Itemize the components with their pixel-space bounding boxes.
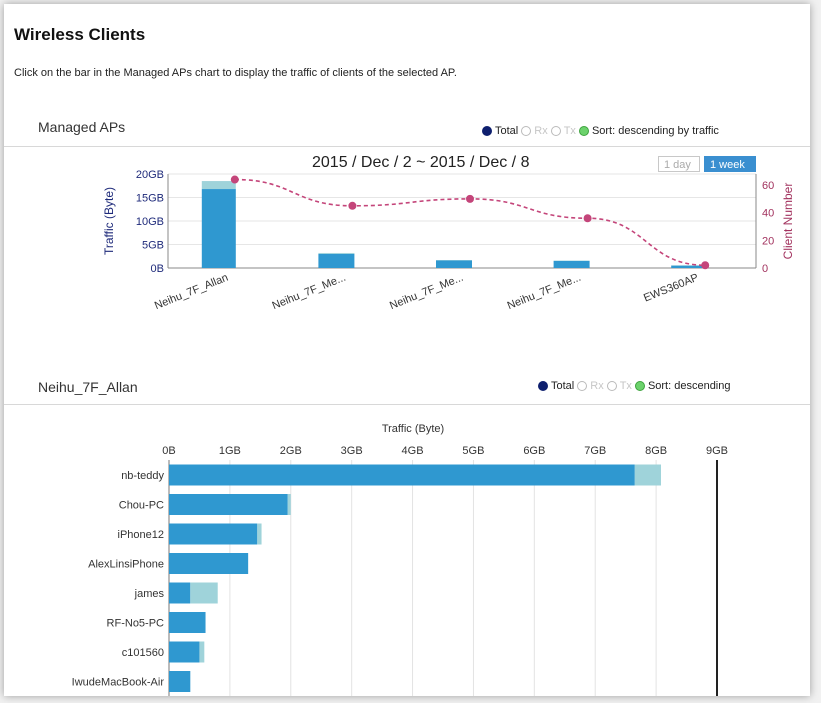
tx-dot-icon[interactable] (606, 381, 617, 391)
total-dot-icon[interactable] (482, 126, 492, 136)
sort-dot-icon[interactable] (578, 126, 589, 136)
ap-bar-tx[interactable] (318, 252, 355, 254)
client-bar-rx[interactable] (169, 612, 206, 633)
legend-sort-label[interactable]: Sort: descending by traffic (591, 125, 719, 137)
legend-rx-label[interactable]: Rx (590, 380, 604, 392)
x-tick-label: 0B (162, 445, 175, 457)
client-bar-rx[interactable] (169, 464, 635, 486)
y-tick-label: 5GB (142, 240, 164, 252)
client-name-label: c101560 (122, 647, 164, 659)
client-number-point[interactable] (348, 201, 357, 210)
legend-tx-label[interactable]: Tx (619, 380, 632, 392)
one-week-button[interactable]: 1 week (704, 156, 756, 172)
clients-legend: Total Rx Tx Sort: descending (538, 380, 731, 392)
client-name-label: RF-No5-PC (107, 618, 165, 630)
managed-aps-legend: Total Rx Tx Sort: descending by traffic (482, 125, 719, 137)
clients-divider (4, 404, 810, 405)
managed-aps-title: Managed APs (38, 119, 126, 135)
x-tick-label: 6GB (523, 445, 545, 457)
date-range-title: 2015 / Dec / 2 ~ 2015 / Dec / 8 (312, 154, 530, 171)
y-tick-label: 15GB (136, 193, 164, 205)
rx-dot-icon[interactable] (577, 381, 588, 391)
client-traffic-chart: Traffic (Byte) 0B 1GB 2GB 3GB 4GB 5GB 6GB 7GB 8GB… (72, 423, 728, 696)
client-name-label: iPhone12 (118, 529, 165, 541)
x-tick-label: 1GB (219, 445, 241, 457)
y-tick-label: 10GB (136, 216, 164, 228)
client-number-point[interactable] (701, 261, 710, 270)
y-tick-label: 20GB (136, 169, 164, 181)
y2-tick-label: 20 (762, 235, 774, 247)
legend-rx-label[interactable]: Rx (534, 125, 548, 137)
ap-bar-rx[interactable] (318, 253, 355, 268)
ap-bar-rx[interactable] (201, 189, 236, 268)
ap-bar-rx[interactable] (553, 260, 590, 268)
y2-axis-title: Client Number (781, 183, 795, 260)
client-bar-tx[interactable] (634, 464, 661, 486)
one-day-button[interactable]: 1 day (658, 156, 700, 172)
client-bar-tx[interactable] (287, 494, 291, 515)
client-name-label: IwudeMacBook-Air (72, 677, 165, 689)
x-tick-label: 4GB (402, 445, 424, 457)
client-number-point[interactable] (230, 175, 239, 184)
x-tick-label: 5GB (462, 445, 484, 457)
client-name-label: AlexLinsiPhone (88, 559, 164, 571)
client-name-label: james (134, 588, 165, 600)
rx-dot-icon[interactable] (521, 126, 532, 136)
client-name-label: Chou-PC (119, 500, 164, 512)
clients-section-title: Neihu_7F_Allan (38, 379, 138, 395)
client-bar-rx[interactable] (169, 671, 191, 692)
x-tick-label: 7GB (584, 445, 606, 457)
y2-tick-label: 60 (762, 180, 774, 192)
managed-aps-divider (4, 146, 810, 147)
client-name-label: nb-teddy (121, 470, 164, 482)
sort-dot-icon[interactable] (634, 381, 645, 391)
legend-total-label[interactable]: Total (551, 380, 575, 392)
client-bar-tx[interactable] (190, 582, 218, 604)
page-title: Wireless Clients (14, 25, 146, 44)
legend-sort-label[interactable]: Sort: descending (647, 380, 731, 392)
legend-total-label[interactable]: Total (495, 125, 519, 137)
managed-aps-chart: 0B 5GB 10GB 15GB 20GB 0 20 40 60 Traffic (Byte) Cl… (102, 169, 795, 312)
instruction-text: Click on the bar in the Managed APs char… (14, 67, 457, 79)
y-axis-title: Traffic (Byte) (102, 187, 116, 255)
client-bar-rx[interactable] (169, 582, 191, 604)
y2-tick-label: 0 (762, 263, 768, 275)
x-axis-title: Traffic (Byte) (382, 423, 444, 435)
ap-bar-rx[interactable] (671, 265, 708, 268)
client-bar-tx[interactable] (199, 641, 205, 663)
x-tick-label: 8GB (645, 445, 667, 457)
client-bar-rx[interactable] (169, 641, 200, 663)
client-bar-rx[interactable] (169, 494, 288, 515)
y2-tick-label: 40 (762, 208, 774, 220)
client-bar-rx[interactable] (169, 553, 249, 574)
client-bar-rx[interactable] (169, 523, 258, 545)
ap-bar-rx[interactable] (436, 260, 472, 268)
y-tick-label: 0B (151, 263, 164, 275)
total-dot-icon[interactable] (538, 381, 548, 391)
ap-bar-tx[interactable] (201, 181, 236, 190)
x-tick-label: 3GB (341, 445, 363, 457)
client-number-point[interactable] (466, 194, 474, 203)
tx-dot-icon[interactable] (550, 126, 561, 136)
client-number-point[interactable] (583, 214, 592, 223)
x-tick-label: 2GB (280, 445, 302, 457)
legend-tx-label[interactable]: Tx (563, 125, 576, 137)
client-bar-tx[interactable] (257, 523, 262, 545)
wireless-clients-panel: Wireless Clients Click on the bar in the… (4, 4, 810, 696)
x-tick-label: 9GB (706, 445, 728, 457)
